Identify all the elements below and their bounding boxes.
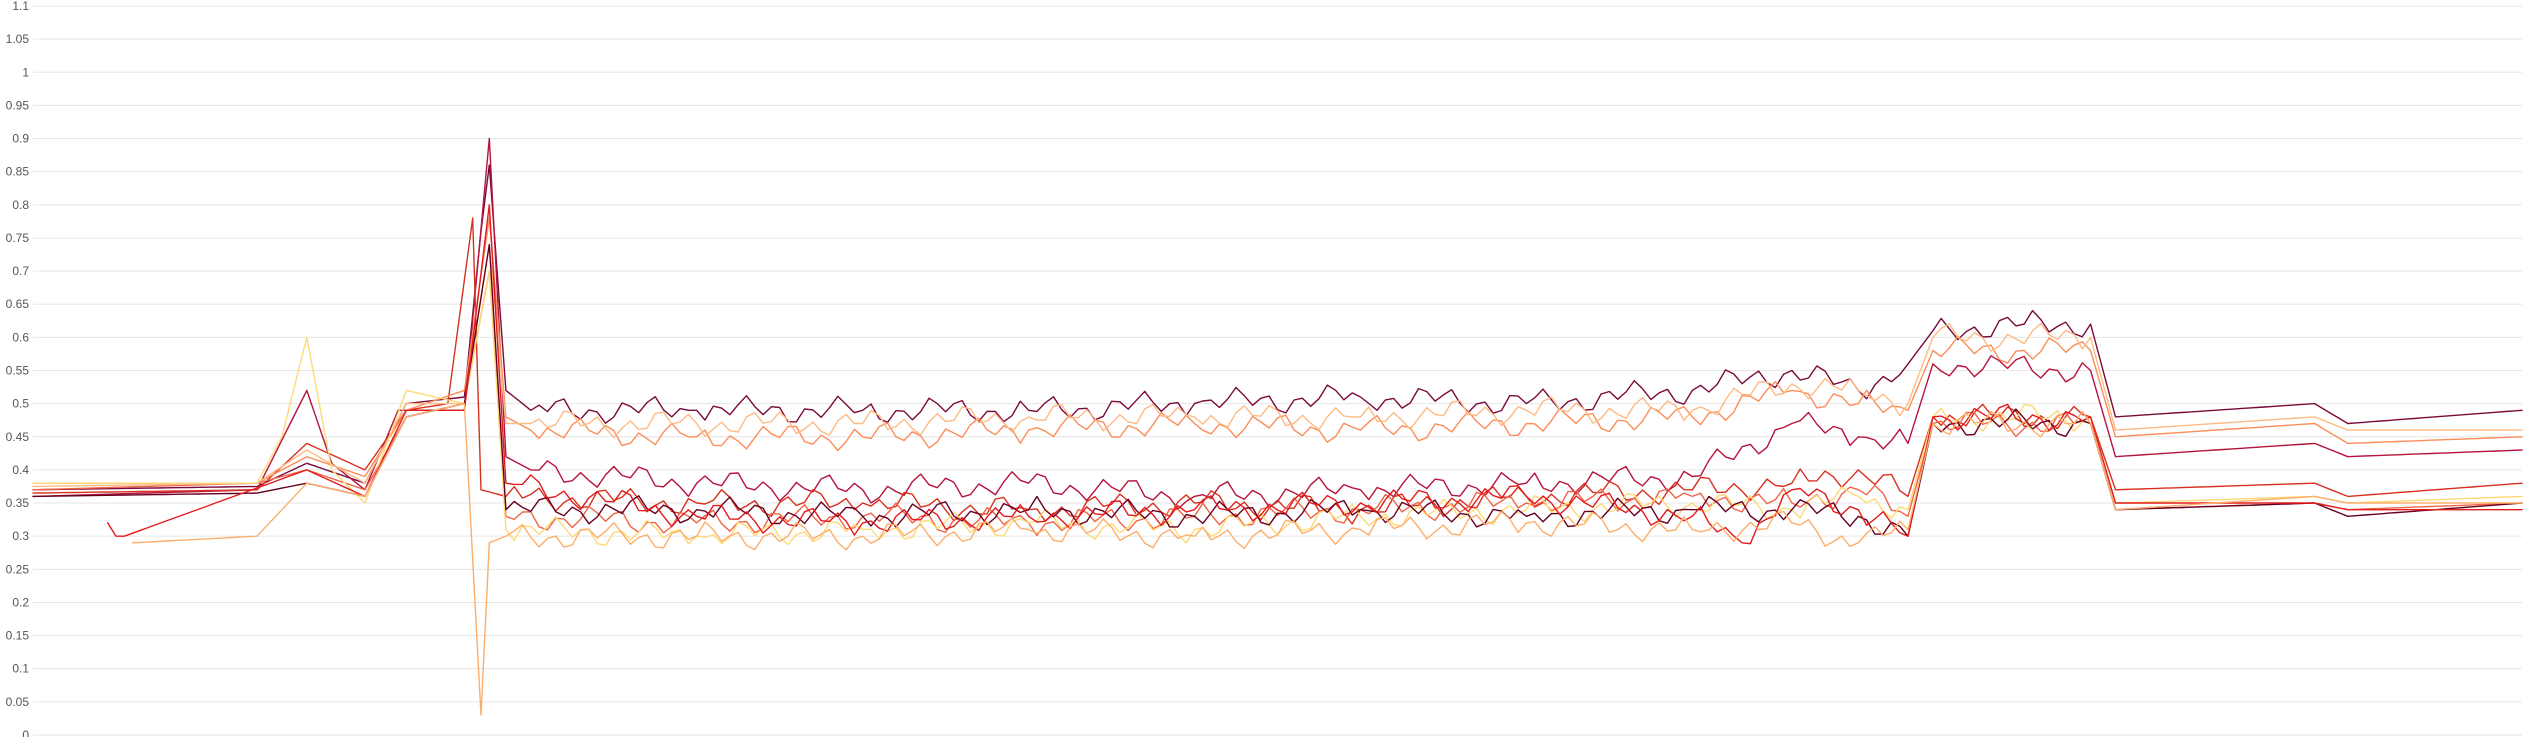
y-axis-tick-labels: 0 0.05 0.1 0.15 0.2 0.25 0.3 0.35 0.4 0.45 0.5 0.55… [6,0,30,737]
y-tick-label: 0.3 [12,529,29,543]
y-tick-label: 0.05 [6,695,30,709]
y-tick-label: 0.9 [12,132,29,146]
series-line-2 [32,137,2523,510]
y-tick-label: 0.55 [6,364,30,378]
y-tick-label: 0.8 [12,198,29,212]
y-tick-label: 0.2 [12,595,29,609]
y-tick-label: 0.4 [12,463,29,477]
y-tick-label: 0.1 [12,662,29,676]
y-tick-label: 0.45 [6,430,30,444]
y-tick-label: 0.7 [12,264,29,278]
y-gridlines [33,5,2522,736]
y-tick-label: 0.6 [12,330,29,344]
series-line-6 [32,243,2523,488]
y-tick-label: 0.5 [12,397,29,411]
y-tick-label: 1.05 [6,32,30,46]
y-tick-label: 0.15 [6,629,30,643]
y-tick-label: 0 [22,728,29,737]
y-tick-label: 1 [22,65,29,79]
y-tick-label: 0.65 [6,297,30,311]
y-tick-label: 0.25 [6,562,30,576]
series-line-9 [107,204,2523,545]
series-line-5 [32,217,2523,484]
y-tick-label: 0.95 [6,98,30,112]
y-tick-label: 0.35 [6,496,30,510]
series-line-1 [32,164,2523,491]
series-lines [32,137,2523,716]
y-tick-label: 0.75 [6,231,30,245]
y-tick-label: 0.85 [6,165,30,179]
series-line-10 [131,402,2523,716]
series-line-7 [32,270,2523,547]
y-tick-label: 1.1 [12,0,29,13]
